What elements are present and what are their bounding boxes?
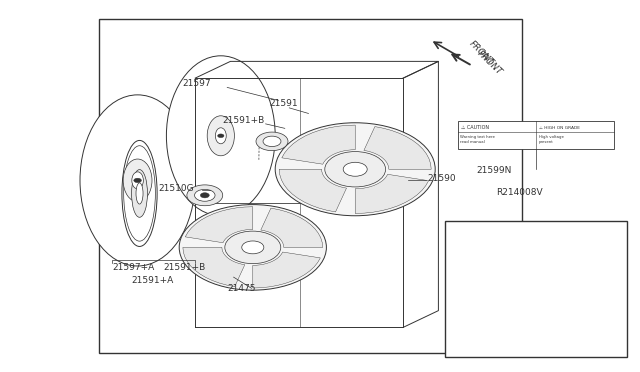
Text: 21591+B: 21591+B [163, 263, 205, 272]
Polygon shape [253, 252, 321, 288]
Polygon shape [364, 126, 431, 169]
Circle shape [242, 241, 264, 254]
Polygon shape [261, 208, 323, 247]
Bar [458, 121, 614, 149]
Text: High voltage
present: High voltage present [538, 135, 563, 144]
Text: 21591+B: 21591+B [223, 116, 265, 125]
Ellipse shape [80, 95, 195, 266]
Polygon shape [183, 247, 244, 287]
Ellipse shape [215, 128, 227, 144]
Ellipse shape [124, 146, 156, 241]
Text: 21510G: 21510G [159, 184, 195, 193]
Text: 21475: 21475 [227, 284, 256, 293]
Text: 21590: 21590 [428, 174, 456, 183]
Bar [445, 221, 627, 357]
Ellipse shape [132, 170, 147, 217]
Text: FRONT: FRONT [476, 49, 504, 77]
Text: ⚠ HIGH ON GRADE: ⚠ HIGH ON GRADE [538, 126, 580, 130]
Text: Warning text here
read manual: Warning text here read manual [460, 135, 495, 144]
Text: 21597: 21597 [182, 79, 211, 88]
Text: 21597+A: 21597+A [112, 263, 154, 272]
Circle shape [218, 134, 224, 138]
Circle shape [179, 205, 326, 290]
Circle shape [275, 123, 435, 216]
Ellipse shape [123, 159, 152, 202]
Text: 21591+A: 21591+A [131, 276, 173, 285]
Ellipse shape [122, 141, 157, 247]
Polygon shape [282, 125, 355, 164]
Circle shape [263, 136, 281, 147]
Circle shape [343, 162, 367, 176]
Circle shape [195, 189, 215, 201]
Circle shape [256, 132, 288, 151]
Polygon shape [355, 174, 429, 214]
Polygon shape [185, 207, 253, 243]
Circle shape [225, 231, 281, 264]
Circle shape [200, 193, 209, 198]
Ellipse shape [132, 172, 143, 189]
Circle shape [325, 152, 385, 187]
Text: 21591: 21591 [269, 99, 298, 108]
Polygon shape [279, 169, 346, 212]
Circle shape [134, 178, 141, 183]
Text: 21599N: 21599N [477, 166, 512, 175]
Bar [99, 19, 522, 353]
Circle shape [187, 185, 223, 206]
Ellipse shape [136, 183, 143, 204]
Ellipse shape [166, 56, 275, 216]
Ellipse shape [207, 116, 234, 156]
Text: ⚠ CAUTION: ⚠ CAUTION [461, 125, 490, 130]
Text: R214008V: R214008V [496, 188, 543, 197]
Text: FRONT: FRONT [467, 39, 495, 67]
